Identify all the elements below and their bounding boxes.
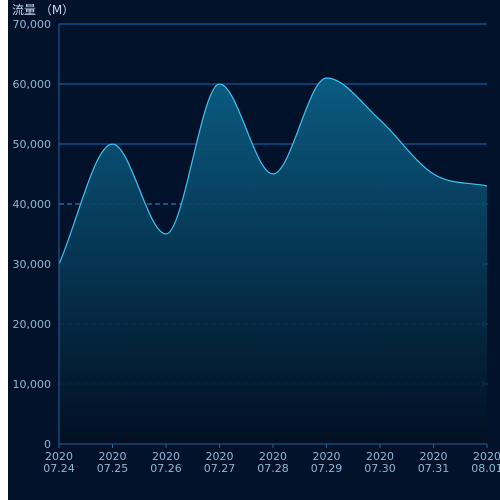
series-line — [58, 77, 488, 265]
x-tick-label-year: 2020 — [206, 450, 234, 463]
series-area-fill — [59, 78, 487, 444]
x-tick-label-year: 2020 — [152, 450, 180, 463]
x-tick-label-date: 07.25 — [97, 462, 129, 475]
y-tick-label: 50,000 — [13, 138, 52, 151]
x-tick-labels: 202007.24202007.25202007.26202007.272020… — [43, 444, 500, 475]
x-tick-label-date: 07.29 — [311, 462, 343, 475]
y-tick-label: 70,000 — [13, 18, 52, 31]
y-tick-label: 0 — [44, 438, 51, 451]
x-tick-label-year: 2020 — [473, 450, 500, 463]
series-area — [58, 77, 488, 444]
y-tick-label: 30,000 — [13, 258, 52, 271]
y-tick-label: 10,000 — [13, 378, 52, 391]
y-tick-labels: 0 10,000 20,000 30,000 40,000 50,000 60,000 70,… — [13, 18, 52, 451]
y-tick-label: 40,000 — [13, 198, 52, 211]
y-axis-title: 流量 （M） — [12, 3, 74, 17]
x-tick-label-date: 08.01 — [471, 462, 500, 475]
y-tick-label: 60,000 — [13, 78, 52, 91]
x-tick-label-year: 2020 — [420, 450, 448, 463]
x-tick-label-year: 2020 — [45, 450, 73, 463]
y-tick-label: 20,000 — [13, 318, 52, 331]
x-tick-label-year: 2020 — [259, 450, 287, 463]
x-tick-label-date: 07.31 — [418, 462, 450, 475]
x-tick-label-year: 2020 — [313, 450, 341, 463]
x-tick-label-date: 07.26 — [150, 462, 182, 475]
x-tick-label-date: 07.27 — [204, 462, 236, 475]
x-tick-label-date: 07.24 — [43, 462, 75, 475]
x-tick-label-year: 2020 — [366, 450, 394, 463]
x-tick-label-date: 07.28 — [257, 462, 289, 475]
x-tick-label-year: 2020 — [99, 450, 127, 463]
x-tick-label-date: 07.30 — [364, 462, 396, 475]
